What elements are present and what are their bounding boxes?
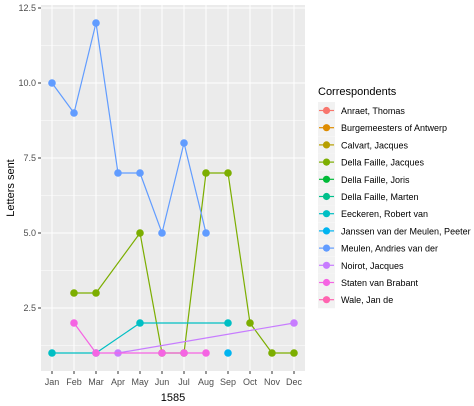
data-point: [114, 169, 122, 177]
legend-key-point: [322, 296, 331, 304]
legend-key-point: [322, 158, 331, 166]
y-tick-label: 2.5: [23, 303, 36, 313]
x-tick-label: May: [131, 377, 149, 387]
legend-item: Wale, Jan de: [318, 291, 393, 309]
data-point: [268, 349, 276, 357]
legend-label: Calvart, Jacques: [341, 140, 409, 150]
legend-label: Staten van Brabant: [341, 278, 419, 288]
series: [224, 349, 232, 357]
legend-title: Correspondents: [318, 86, 397, 98]
legend-label: Wale, Jan de: [341, 295, 393, 305]
legend-key-point: [322, 244, 331, 252]
data-point: [48, 79, 56, 87]
legend-item: Calvart, Jacques: [318, 136, 409, 154]
data-point: [92, 289, 100, 297]
x-tick-label: Jul: [178, 377, 190, 387]
legend-key-point: [322, 278, 331, 287]
legend-key-point: [322, 141, 331, 149]
data-point: [158, 229, 166, 237]
data-point: [202, 229, 210, 237]
gridlines: [41, 5, 305, 371]
legend-items: Anraet, Thomas Burgemeesters of Antwerp Ca…: [318, 102, 471, 309]
x-tick-label: Nov: [264, 377, 281, 387]
series-layer: [48, 19, 298, 357]
x-tick-label: Dec: [286, 377, 303, 387]
legend-label: Della Faille, Marten: [341, 192, 419, 202]
y-axis: 2.5 5.0 7.5 10.0 12.5: [18, 3, 41, 313]
legend-label: Noirot, Jacques: [341, 261, 404, 271]
series-line: [74, 172, 294, 354]
y-tick-label: 12.5: [18, 3, 36, 13]
x-axis-title: 1585: [161, 392, 185, 404]
legend: Correspondents Anraet, Thomas Burgemeeste…: [318, 86, 471, 309]
y-tick-label: 5.0: [23, 228, 36, 238]
x-tick-label: Feb: [66, 377, 82, 387]
series-line: [51, 22, 207, 236]
legend-label: Anraet, Thomas: [341, 106, 405, 116]
data-point: [136, 229, 144, 237]
legend-key-point: [322, 124, 331, 132]
series: [70, 169, 298, 357]
legend-item: Staten van Brabant: [318, 274, 419, 291]
data-point: [158, 349, 166, 357]
series: [48, 19, 210, 237]
legend-item: Anraet, Thomas: [318, 102, 405, 119]
legend-item: Meulen, Andries van der: [318, 239, 438, 257]
legend-label: Della Faille, Joris: [341, 175, 410, 185]
legend-key-point: [322, 106, 331, 115]
x-tick-label: Aug: [198, 377, 214, 387]
data-point: [180, 139, 188, 147]
legend-item: Della Faille, Marten: [318, 188, 419, 205]
data-point: [246, 319, 254, 327]
x-tick-label: Sep: [220, 377, 236, 387]
series-line: [52, 322, 228, 354]
x-tick-label: Oct: [243, 377, 258, 387]
data-point: [224, 349, 232, 357]
legend-label: Meulen, Andries van der: [341, 244, 438, 254]
legend-label: Burgemeesters of Antwerp: [341, 123, 447, 133]
legend-item: Della Faille, Joris: [318, 170, 410, 188]
x-tick-label: Apr: [111, 377, 125, 387]
data-point: [70, 319, 78, 327]
y-tick-label: 7.5: [23, 153, 36, 163]
legend-item: Eeckeren, Robert van: [318, 205, 428, 223]
legend-item: Noirot, Jacques: [318, 256, 404, 274]
legend-label: Janssen van der Meulen, Peeter: [341, 226, 471, 236]
y-axis-title: Letters sent: [5, 159, 17, 216]
data-point: [70, 109, 78, 117]
legend-label: Eeckeren, Robert van: [341, 209, 428, 219]
data-point: [180, 349, 188, 357]
data-point: [92, 349, 100, 357]
series-line: [117, 322, 295, 354]
x-tick-label: Jun: [155, 377, 170, 387]
y-tick-label: 10.0: [18, 78, 36, 88]
legend-item: Della Faille, Jacques: [318, 153, 425, 171]
legend-item: Burgemeesters of Antwerp: [318, 119, 447, 137]
data-point: [136, 319, 144, 327]
data-point: [70, 289, 78, 297]
legend-key-point: [322, 261, 331, 269]
data-point: [224, 169, 232, 177]
legend-key-point: [322, 192, 331, 201]
legend-item: Janssen van der Meulen, Peeter: [318, 222, 471, 240]
data-point: [290, 319, 298, 327]
legend-key-point: [322, 210, 331, 218]
series: [70, 319, 210, 357]
x-tick-label: Jan: [45, 377, 60, 387]
data-point: [290, 349, 298, 357]
series: [114, 319, 298, 357]
data-point: [92, 19, 100, 27]
data-point: [48, 349, 56, 357]
data-point: [224, 319, 232, 327]
legend-key-point: [322, 227, 331, 235]
data-point: [136, 169, 144, 177]
data-point: [202, 349, 210, 357]
x-axis: Jan Feb Mar Apr May Jun Jul Aug Sep Oct Nov Dec: [45, 371, 303, 387]
data-point: [202, 169, 210, 177]
x-tick-label: Mar: [88, 377, 104, 387]
legend-key-point: [322, 175, 331, 183]
legend-label: Della Faille, Jacques: [341, 158, 425, 168]
